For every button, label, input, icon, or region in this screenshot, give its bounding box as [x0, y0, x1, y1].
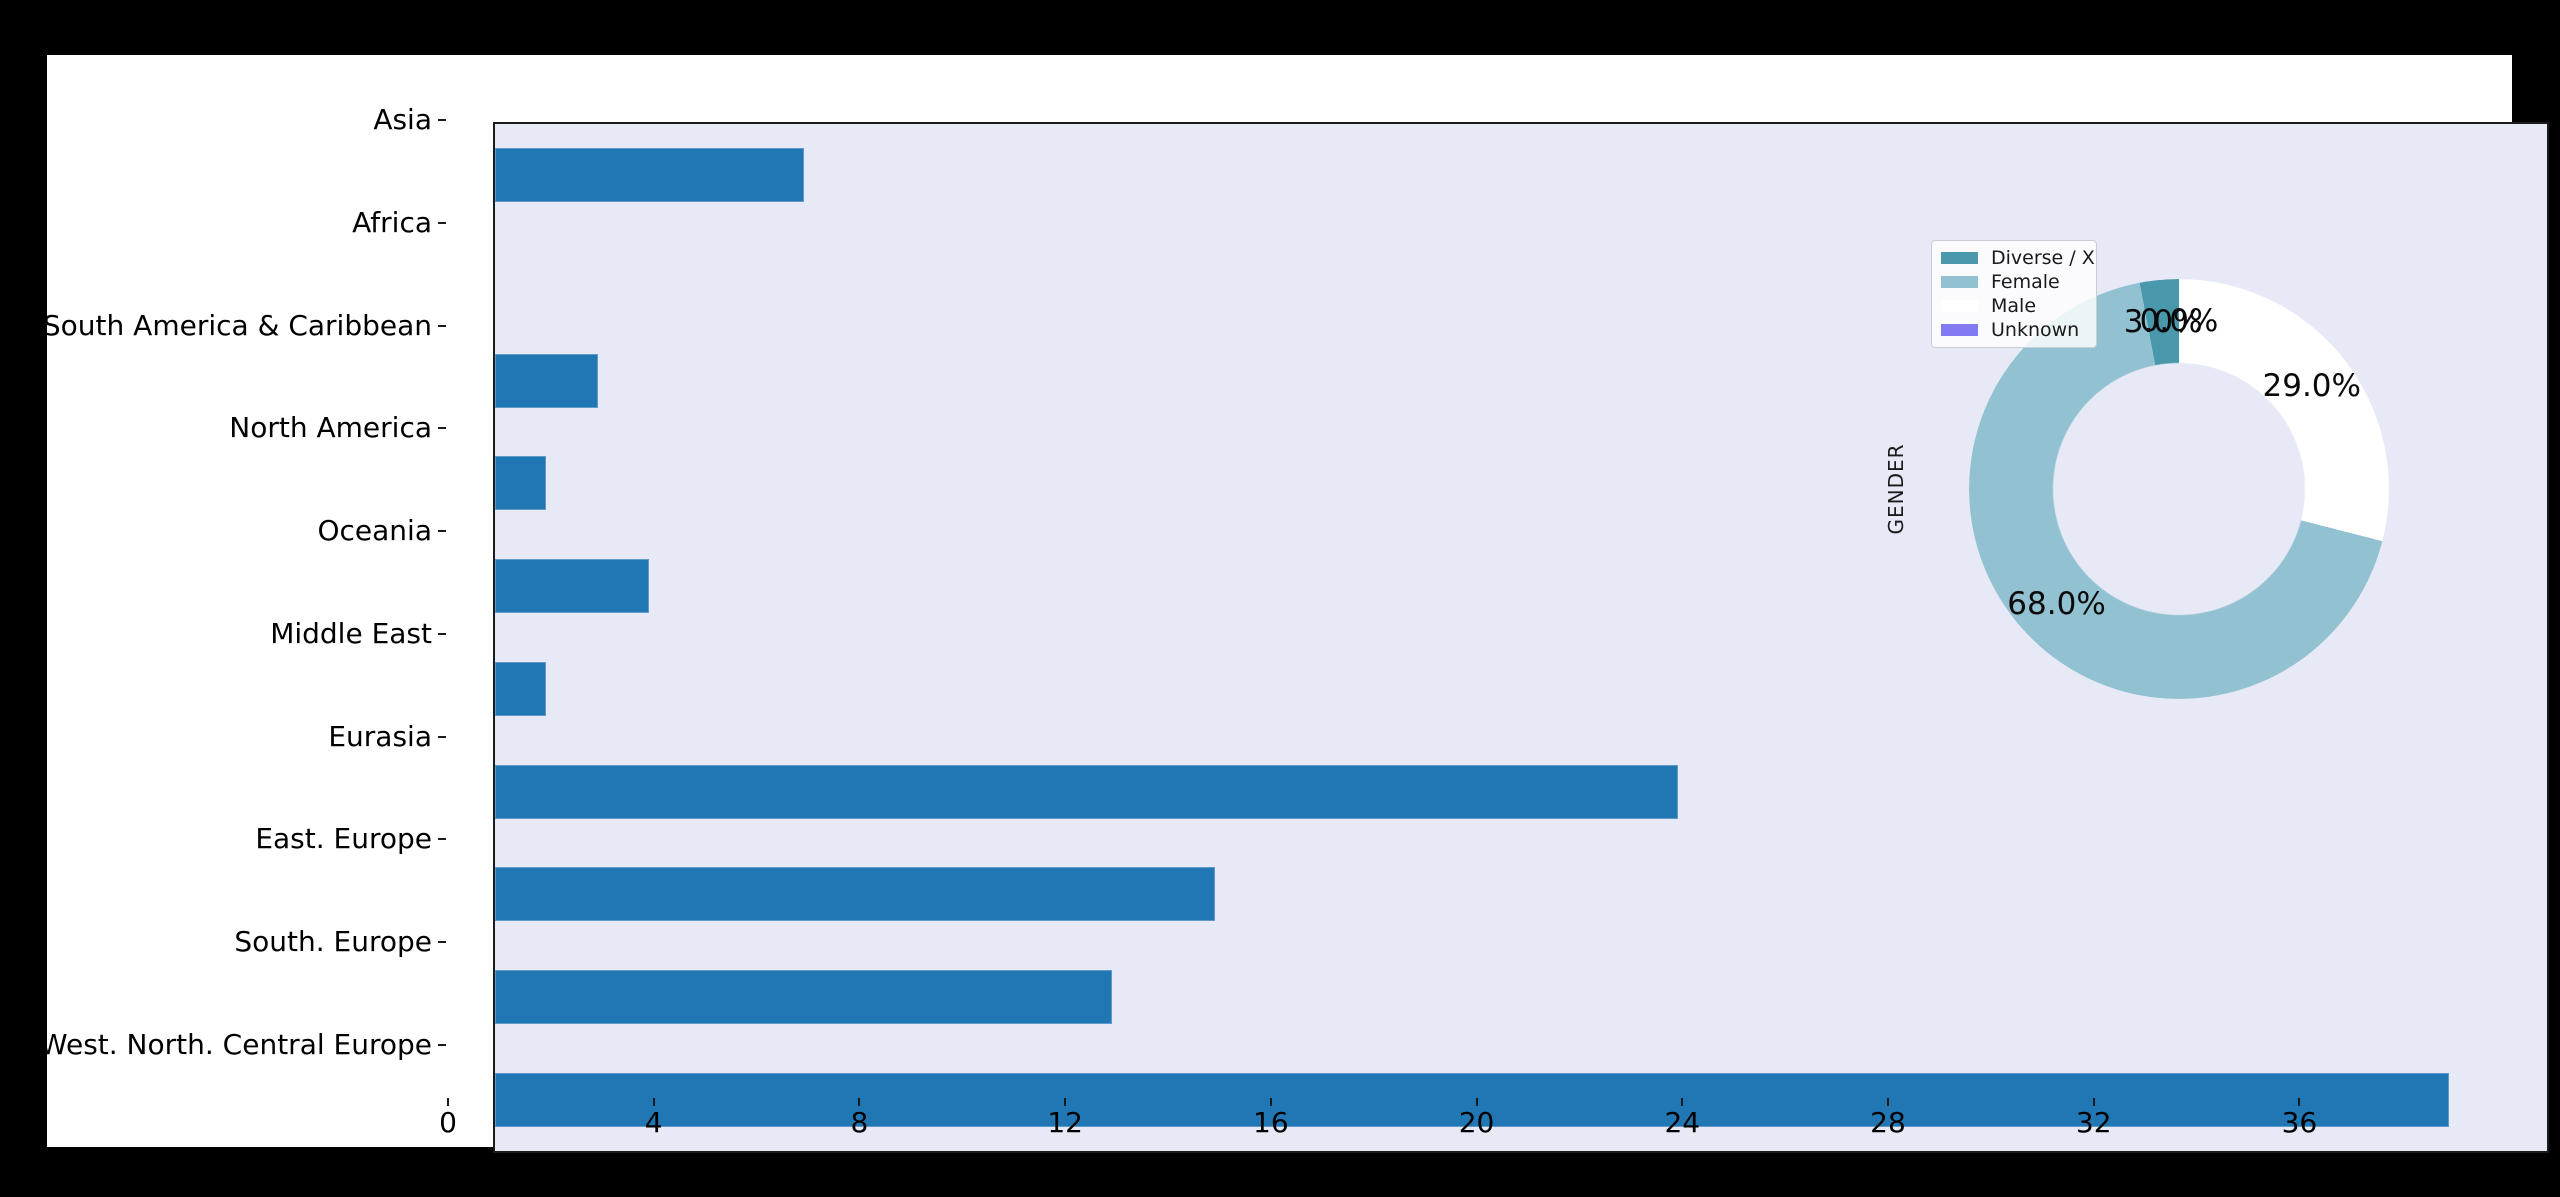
bar-north-america: [495, 456, 547, 511]
y-tick-label: South America & Caribbean: [42, 308, 432, 342]
gender-legend: Diverse / X Female Male Unknown: [1931, 240, 2097, 348]
x-tick-mark: [858, 1098, 861, 1106]
y-tick-label: Middle East: [270, 616, 432, 650]
y-tick-mark: [438, 735, 446, 738]
bar-west-north-central-europe: [495, 1072, 2450, 1127]
y-tick-label: Asia: [373, 103, 432, 137]
y-tick-mark: [438, 632, 446, 635]
bar-eurasia: [495, 764, 1678, 819]
x-tick-mark: [1475, 1098, 1478, 1106]
y-tick-mark: [438, 940, 446, 943]
x-tick-label: 32: [2075, 1106, 2112, 1139]
legend-item-female: Female: [1941, 270, 2090, 294]
y-tick-label: North America: [229, 411, 432, 445]
legend-label: Female: [1991, 270, 2060, 293]
legend-color-swatch: [1941, 276, 1978, 288]
x-tick-label: 28: [1870, 1106, 1906, 1139]
donut-pct-label-diverse-x: 3.0%: [2123, 303, 2203, 340]
x-tick-mark: [652, 1098, 655, 1106]
y-tick-label: Eurasia: [328, 719, 432, 753]
y-tick-mark: [438, 838, 446, 841]
legend-color-swatch: [1941, 252, 1978, 264]
x-tick-label: 4: [644, 1106, 663, 1139]
y-tick-mark: [438, 324, 446, 327]
legend-label: Male: [1991, 294, 2037, 317]
y-tick-mark: [438, 427, 446, 430]
y-tick-label: Oceania: [317, 514, 432, 548]
x-tick-mark: [447, 1098, 449, 1106]
donut-pct-label-male: 29.0%: [2262, 368, 2361, 405]
legend-color-swatch: [1941, 300, 1978, 312]
x-tick-mark: [1064, 1098, 1067, 1106]
x-tick-mark: [1887, 1098, 1889, 1106]
x-tick-label: 20: [1458, 1106, 1495, 1139]
y-tick-label: South. Europe: [234, 924, 432, 958]
gender-axis-label: GENDER: [1884, 443, 1908, 535]
x-tick-label: 8: [850, 1106, 869, 1139]
y-tick-label: Africa: [352, 206, 432, 240]
x-tick-label: 0: [439, 1106, 457, 1139]
x-tick-mark: [2298, 1098, 2301, 1106]
x-tick-mark: [1681, 1098, 1684, 1106]
x-tick-mark: [1269, 1098, 1272, 1106]
donut-pct-label-female: 68.0%: [2007, 586, 2106, 622]
legend-item-diverse-x: Diverse / X: [1941, 246, 2095, 270]
x-tick-mark: [2092, 1098, 2095, 1106]
bar-east-europe: [495, 867, 1215, 922]
bar-asia: [495, 148, 804, 203]
bar-middle-east: [495, 661, 547, 716]
bar-south-america-caribbean: [495, 353, 598, 408]
x-tick-label: 36: [2281, 1106, 2318, 1139]
y-tick-mark: [438, 222, 446, 225]
x-tick-label: 24: [1664, 1106, 1701, 1139]
donut-pct-label-unknown: 0.0%: [2139, 303, 2219, 339]
bar-south-europe: [495, 969, 1113, 1024]
y-tick-mark: [438, 1043, 446, 1046]
x-tick-label: 12: [1047, 1106, 1083, 1139]
y-tick-label: East. Europe: [255, 822, 432, 856]
figure-canvas: 3.0% 68.0% 29.0% 0.0% Diverse / X Female Male…: [47, 55, 2549, 1153]
legend-label: Diverse / X: [1991, 246, 2095, 269]
y-tick-mark: [438, 530, 446, 533]
y-tick-mark: [438, 119, 446, 122]
gender-donut-chart: [1969, 279, 2389, 699]
bar-oceania: [495, 559, 650, 614]
legend-item-unknown: Unknown: [1941, 318, 2090, 342]
legend-item-male: Male: [1941, 294, 2090, 318]
legend-label: Unknown: [1991, 318, 2080, 341]
x-tick-label: 16: [1253, 1106, 1289, 1139]
legend-color-swatch: [1941, 324, 1978, 336]
y-tick-label: West. North. Central Europe: [39, 1027, 432, 1061]
